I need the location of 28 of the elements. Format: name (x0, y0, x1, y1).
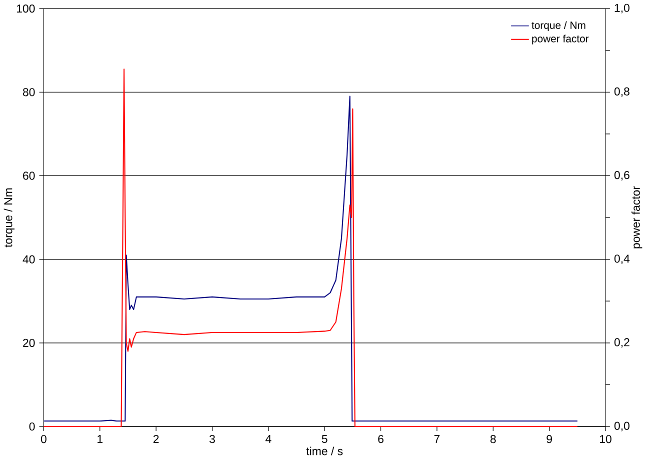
x-tick-label: 2 (153, 434, 159, 443)
legend-label: torque / Nm (532, 21, 586, 31)
y-tick-label: 100 (16, 4, 35, 13)
y2-tick-label: 0,0 (614, 422, 630, 432)
x-tick-label: 3 (210, 434, 215, 444)
y2-tick-label: 0,4 (614, 254, 630, 264)
y-tick-label: 40 (22, 255, 35, 264)
y-tick-label: 20 (23, 338, 35, 347)
x-tick-label: 0 (40, 434, 46, 444)
y-tick-label: 0 (29, 422, 35, 431)
y2-tick-label: 0,6 (614, 171, 630, 180)
x-tick-label: 6 (378, 434, 384, 444)
x-tick-label: 10 (600, 434, 612, 444)
y-axis-title: torque / Nm (4, 188, 14, 248)
y2-tick-label: 0,2 (614, 338, 630, 348)
y2-tick-label: 1,0 (614, 4, 630, 14)
x-tick-label: 8 (490, 434, 496, 444)
x-tick-label: 9 (546, 434, 552, 444)
x-tick-label: 7 (434, 434, 440, 443)
legend-label: power factor (532, 34, 589, 44)
x-tick-label: 1 (98, 434, 103, 443)
x-axis-title: time / s (306, 446, 343, 456)
y-tick-label: 60 (23, 172, 35, 180)
y-tick-label: 80 (22, 88, 35, 96)
x-tick-label: 4 (266, 434, 272, 443)
y2-axis-title: power factor (632, 186, 642, 248)
y2-tick-label: 0,8 (614, 87, 630, 97)
x-tick-label: 5 (322, 434, 328, 443)
